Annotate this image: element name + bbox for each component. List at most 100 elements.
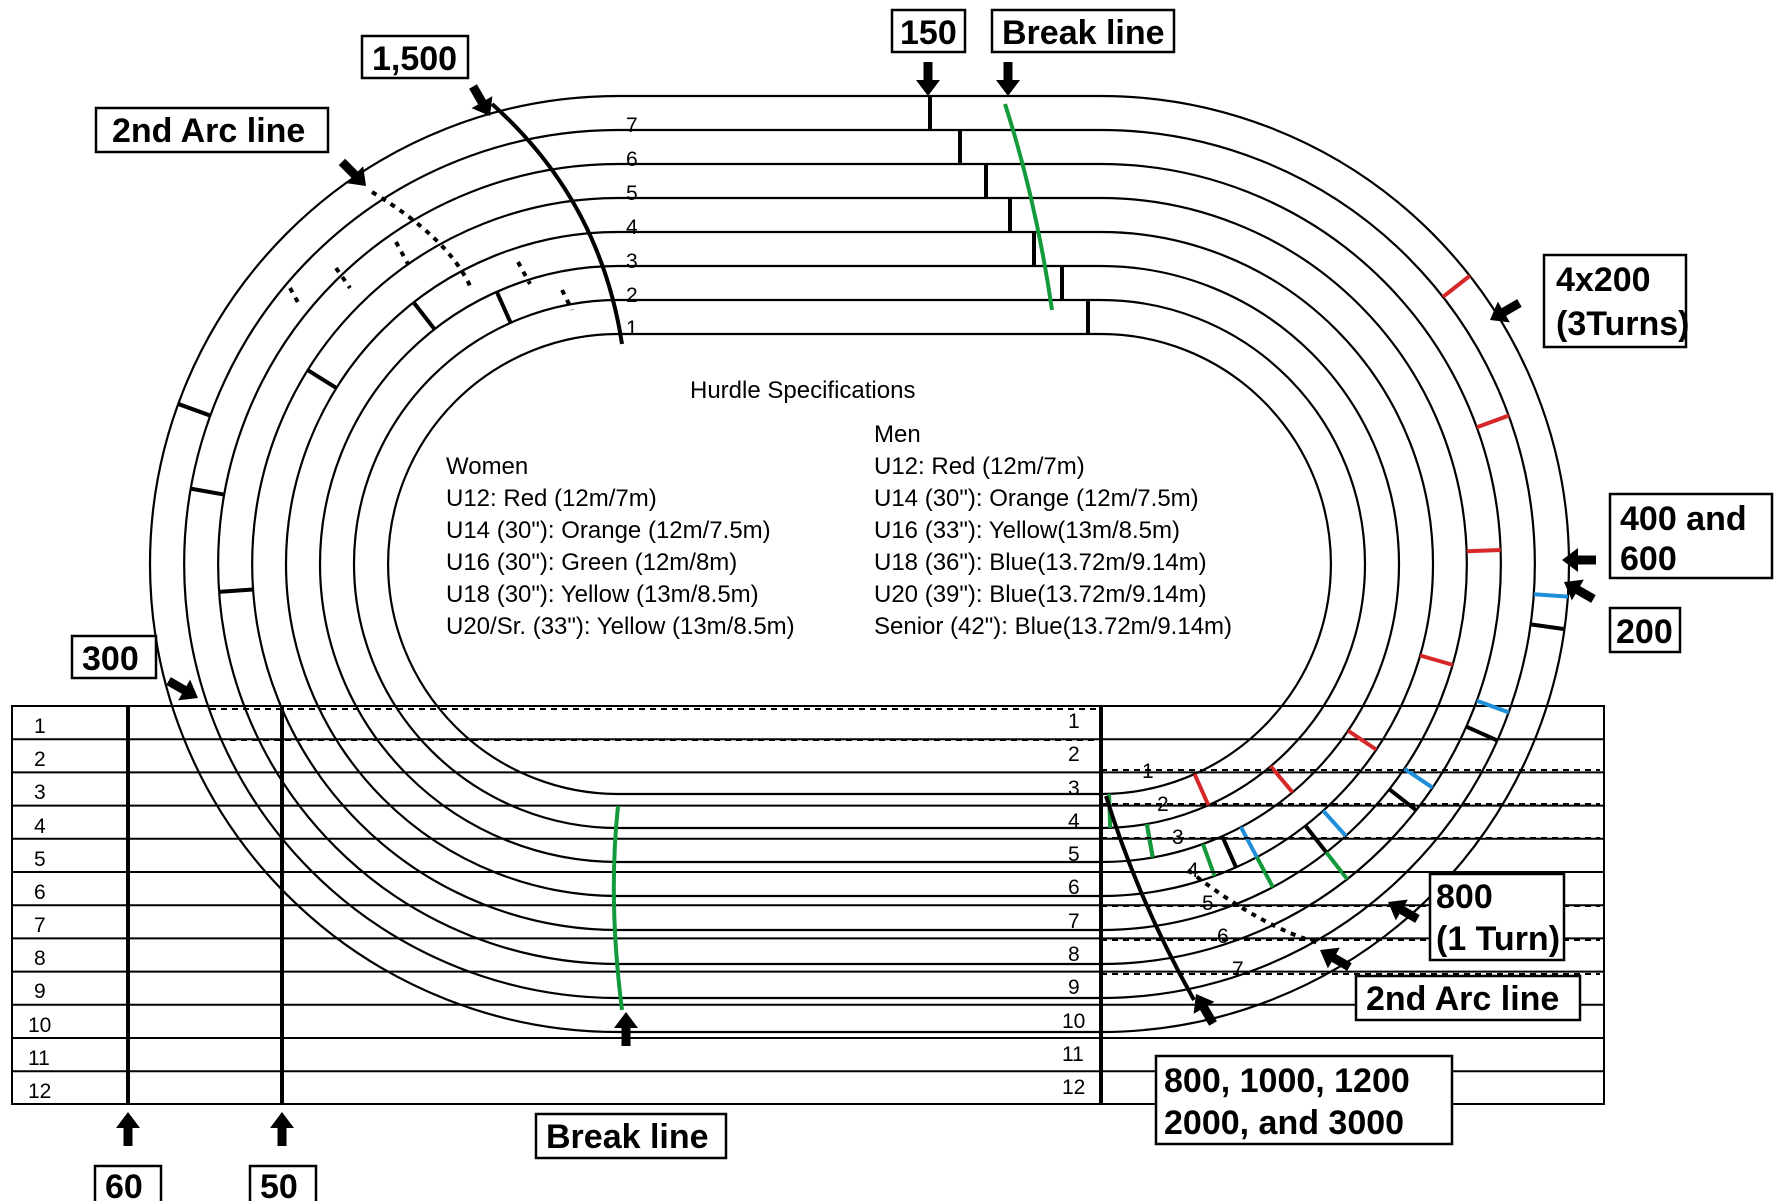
left-curve-mark bbox=[190, 486, 225, 497]
right-curve-red-mark bbox=[1269, 764, 1295, 794]
right-curve-200-mark bbox=[1220, 835, 1238, 869]
callout-break-line-top-box bbox=[990, 8, 1176, 54]
women-line-2: U14 (30"): Orange (12m/7.5m) bbox=[446, 517, 771, 544]
second-arc-stagger-mark bbox=[516, 261, 532, 285]
callout-50-box bbox=[248, 1164, 318, 1201]
callout-2nd-arc-bottom-label: 2nd Arc line bbox=[1366, 980, 1559, 1018]
arrow-50 bbox=[270, 1112, 294, 1146]
right-curve-blue-mark bbox=[1476, 698, 1510, 715]
left-lane-7: 7 bbox=[34, 914, 46, 937]
men-line-1: U12: Red (12m/7m) bbox=[874, 453, 1085, 480]
men-line-6: Senior (42"): Blue(13.72m/9.14m) bbox=[874, 613, 1232, 640]
callout-4x200-line1: 4x200 bbox=[1556, 261, 1651, 299]
right-lane-1: 1 bbox=[1068, 710, 1080, 733]
arrow-distances bbox=[1193, 994, 1217, 1026]
right-curve-red-mark bbox=[1419, 653, 1454, 667]
callout-400-600-box bbox=[1608, 492, 1774, 580]
right-lane-7: 7 bbox=[1068, 910, 1080, 933]
straightaway bbox=[11, 705, 1605, 1105]
right-lane-11: 11 bbox=[1062, 1043, 1084, 1066]
curve-lane-7: 7 bbox=[1232, 958, 1244, 981]
callout-2nd-arc-top-box bbox=[94, 106, 330, 154]
hurdle-spec-title: Hurdle Specifications bbox=[690, 377, 915, 404]
arrow-300 bbox=[166, 677, 198, 701]
right-lane-3: 3 bbox=[1068, 777, 1080, 800]
callout-150-label: 150 bbox=[900, 14, 957, 52]
left-curve-mark bbox=[177, 402, 211, 418]
callout-300-box bbox=[70, 634, 158, 680]
callout-4x200: 4x200 (3Turns) bbox=[1542, 253, 1689, 349]
right-curve-200-mark bbox=[1530, 622, 1565, 632]
right-lane-2: 2 bbox=[1068, 743, 1080, 766]
callout-60-label: 60 bbox=[105, 1168, 143, 1201]
callout-400-600: 400 and 600 bbox=[1608, 492, 1774, 580]
right-curve-red-mark bbox=[1441, 274, 1472, 299]
women-line-1: U12: Red (12m/7m) bbox=[446, 485, 657, 512]
men-line-2: U14 (30"): Orange (12m/7.5m) bbox=[874, 485, 1199, 512]
right-curve-blue-mark bbox=[1321, 809, 1348, 838]
callout-300: 300 bbox=[70, 634, 158, 680]
right-curve-200-mark bbox=[1303, 824, 1328, 854]
arrow-800-1-turn bbox=[1388, 899, 1420, 923]
arrow-2nd-arc-bottom bbox=[1320, 947, 1352, 971]
women-line-5: U20/Sr. (33"): Yellow (13m/8.5m) bbox=[446, 613, 795, 640]
callout-break-line-top: Break line bbox=[990, 8, 1176, 54]
second-arc-stagger-mark bbox=[560, 289, 574, 311]
callout-60: 60 bbox=[93, 1164, 163, 1201]
callout-200: 200 bbox=[1608, 606, 1682, 654]
second-arc-stagger-mark bbox=[334, 266, 352, 290]
right-lane-12: 12 bbox=[1062, 1076, 1085, 1099]
callout-150-box bbox=[890, 8, 967, 54]
right-lane-8: 8 bbox=[1068, 943, 1080, 966]
men-heading: Men bbox=[874, 421, 921, 448]
callout-200-box bbox=[1608, 606, 1682, 654]
oval-lane-5: 5 bbox=[626, 182, 638, 205]
left-lane-8: 8 bbox=[34, 947, 46, 970]
second-arc-stagger-mark bbox=[288, 287, 302, 307]
men-line-3: U16 (33"): Yellow(13m/8.5m) bbox=[874, 517, 1180, 544]
right-curve-800-mark bbox=[1255, 856, 1275, 889]
callout-4x200-line2: (3Turns) bbox=[1556, 305, 1689, 343]
men-line-5: U20 (39"): Blue(13.72m/9.14m) bbox=[874, 581, 1207, 608]
waterfall-start-arc bbox=[1104, 795, 1196, 1001]
break-line-bottom bbox=[611, 805, 624, 1011]
left-curve-mark bbox=[218, 587, 254, 594]
callout-150: 150 bbox=[890, 8, 967, 54]
callout-50-label: 50 bbox=[260, 1168, 298, 1201]
callout-2nd-arc-top-label: 2nd Arc line bbox=[112, 112, 305, 150]
callout-1500: 1,500 bbox=[360, 34, 470, 80]
right-curve-blue-mark bbox=[1533, 592, 1568, 599]
oval-lane-4: 4 bbox=[626, 216, 638, 239]
arrow-400-600 bbox=[1562, 548, 1596, 572]
oval-lane-line bbox=[284, 230, 1435, 898]
callout-400-600-line2: 600 bbox=[1620, 540, 1677, 578]
right-lane-6: 6 bbox=[1068, 876, 1080, 899]
right-lane-9: 9 bbox=[1068, 976, 1080, 999]
curve-lane-6: 6 bbox=[1217, 925, 1229, 948]
callout-60-box bbox=[93, 1164, 163, 1201]
right-curve-800-mark bbox=[1201, 843, 1217, 877]
callout-800-box bbox=[1428, 872, 1566, 962]
arrow-break-line-top bbox=[996, 62, 1020, 96]
left-lane-4: 4 bbox=[34, 815, 46, 838]
callout-break-line-top-label: Break line bbox=[1002, 14, 1165, 52]
men-line-4: U18 (36"): Blue(13.72m/9.14m) bbox=[874, 549, 1207, 576]
left-lane-10: 10 bbox=[28, 1014, 51, 1037]
right-curve-800-mark bbox=[1324, 851, 1349, 881]
right-lane-10: 10 bbox=[1062, 1010, 1085, 1033]
callout-1500-label: 1,500 bbox=[372, 40, 457, 78]
right-curve-800-mark bbox=[1144, 823, 1155, 858]
second-arc-top bbox=[370, 190, 472, 287]
oval-lane-7: 7 bbox=[626, 114, 638, 137]
arrow-60 bbox=[116, 1112, 140, 1146]
oval-lane-2: 2 bbox=[626, 284, 638, 307]
right-curve-200-mark bbox=[1388, 787, 1418, 812]
left-curve-mark bbox=[494, 290, 513, 324]
hurdle-specifications: Hurdle Specifications Women U12: Red (12… bbox=[446, 377, 1232, 640]
right-curve-blue-mark bbox=[1239, 826, 1259, 859]
curve-lane-5: 5 bbox=[1202, 892, 1214, 915]
second-arc-stagger-mark bbox=[394, 241, 410, 265]
right-curve-blue-mark bbox=[1403, 767, 1434, 790]
